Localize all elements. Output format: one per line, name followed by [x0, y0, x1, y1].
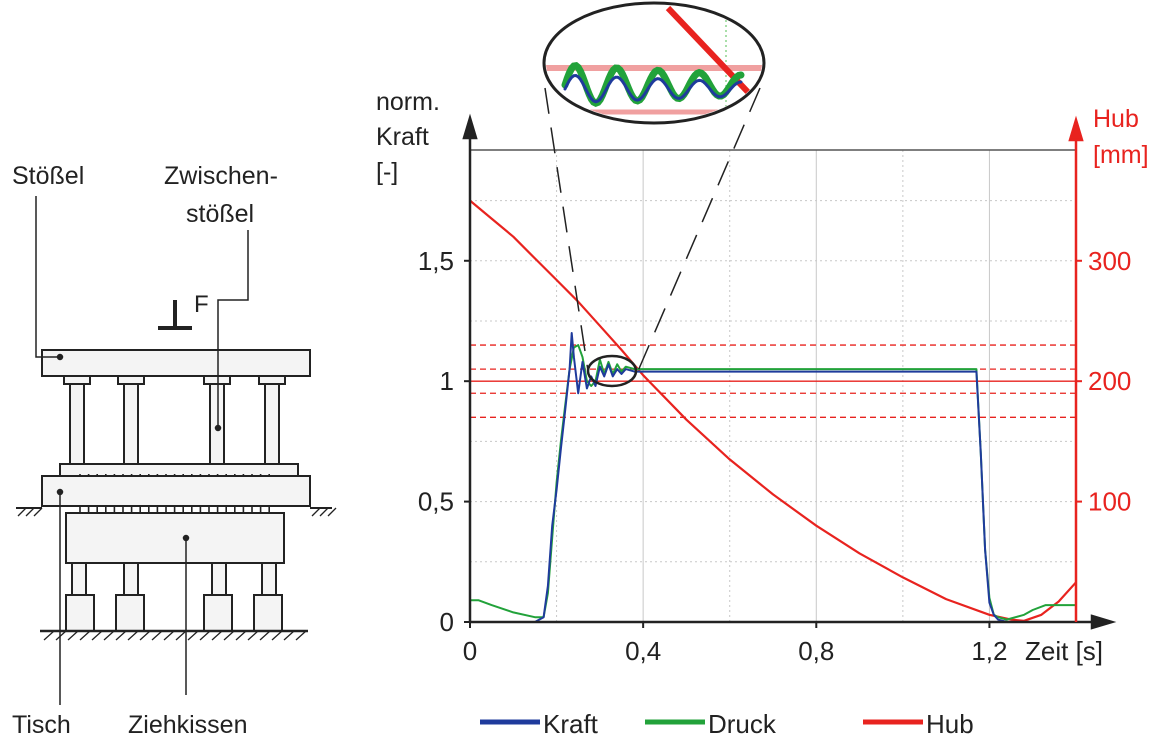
zoom-ellipse-large [542, 1, 766, 125]
x-arrow [1090, 614, 1117, 630]
x-axis-label: Zeit [s] [1025, 636, 1103, 666]
ground-hatch-stroke [115, 630, 127, 641]
axes [462, 113, 1117, 630]
die-cushion [65, 512, 285, 564]
diagram-labels: Stößel Zwischen- stößel F Tisch Ziehkiss… [12, 162, 278, 739]
force-symbol [158, 300, 192, 330]
x-tick-label: 0,4 [625, 636, 661, 666]
y-left-tick-label: 1,5 [418, 246, 454, 276]
legend-label-kraft: Kraft [543, 709, 599, 739]
label-intermediate-ram-1: Zwischen- [164, 162, 278, 190]
y-right-arrow [1068, 115, 1084, 142]
ground-hatch-stroke [33, 507, 43, 517]
y-left-arrow [462, 113, 478, 140]
y-right-tick-label: 200 [1088, 366, 1131, 396]
y-left-tick-label: 1 [440, 366, 454, 396]
ground-hatch-stroke [223, 630, 235, 641]
ground-hatch [17, 507, 337, 641]
y-right-axis-label: [mm] [1093, 141, 1149, 169]
ground-hatch-stroke [127, 630, 139, 641]
ground-hatch-stroke [235, 630, 247, 641]
reference-lines [470, 344, 1076, 418]
label-intermediate-ram-2: stößel [186, 200, 254, 228]
legend-label-druck: Druck [708, 709, 777, 739]
label-force: F [194, 291, 209, 318]
ground-hatch-stroke [187, 630, 199, 641]
lower-cylinders [65, 562, 283, 632]
y-right-tick-label: 100 [1088, 487, 1131, 517]
series-line-hub [469, 199, 1077, 622]
ground-hatch-stroke [259, 630, 271, 641]
axis-labels: norm. Kraft [-] Hub [mm] Zeit [s] [376, 88, 1149, 666]
ground-hatch-stroke [103, 630, 115, 641]
ground-hatch-stroke [151, 630, 163, 641]
upper-columns [63, 375, 286, 465]
ground-hatch-stroke [91, 630, 103, 641]
series-line-kraft [470, 332, 1076, 623]
x-tick-label: 0 [463, 636, 477, 666]
ground-hatch-stroke [17, 507, 27, 517]
ground-hatch-stroke [327, 507, 337, 517]
zoom-inset [542, 1, 766, 388]
ground-hatch-stroke [199, 630, 211, 641]
series-line-druck [470, 344, 1076, 621]
ground-hatch-stroke [175, 630, 187, 641]
ground-hatch-stroke [311, 507, 321, 517]
zoom-leader-right-outer [637, 87, 761, 372]
ground-hatch-stroke [43, 630, 55, 641]
label-cushion: Ziehkissen [128, 711, 248, 739]
ground-hatch-stroke [163, 630, 175, 641]
ram-plate [41, 349, 311, 377]
chart: 0 0,4 0,8 1,2 0 0,5 1 1,5 100 200 300 norm. Kraft [-… [376, 1, 1149, 739]
zoom-ellipse-small [586, 354, 638, 388]
y-right-axis-label: Hub [1093, 105, 1139, 133]
ground-hatch-stroke [55, 630, 67, 641]
series-layer [469, 199, 1077, 623]
intermediate-ram-plate [59, 463, 299, 477]
y-left-axis-label: Kraft [376, 123, 429, 151]
press-table [41, 475, 311, 507]
label-table: Tisch [12, 711, 71, 739]
ground-hatch-stroke [139, 630, 151, 641]
y-left-axis-label: [-] [376, 158, 398, 186]
legend: Kraft Druck Hub [480, 709, 974, 739]
x-tick-label: 0,8 [798, 636, 834, 666]
x-tick-label: 1,2 [971, 636, 1007, 666]
ground-hatch-stroke [25, 507, 35, 517]
y-left-tick-label: 0,5 [418, 487, 454, 517]
legend-label-hub: Hub [926, 709, 974, 739]
ticks: 0 0,4 0,8 1,2 0 0,5 1 1,5 100 200 300 [418, 246, 1132, 666]
ground-hatch-stroke [211, 630, 223, 641]
ground-hatch-stroke [271, 630, 283, 641]
ground-hatch-stroke [79, 630, 91, 641]
leader-lines [35, 196, 249, 705]
ground-hatch-stroke [283, 630, 295, 641]
y-left-axis-label: norm. [376, 88, 440, 116]
zoom-leader-left-outer [544, 87, 589, 372]
label-ram: Stößel [12, 162, 84, 190]
y-right-tick-label: 300 [1088, 246, 1131, 276]
ground-hatch-stroke [319, 507, 329, 517]
y-left-tick-label: 0 [440, 607, 454, 637]
ground-hatch-stroke [67, 630, 79, 641]
press-diagram [16, 196, 337, 705]
ground-hatch-stroke [295, 630, 307, 641]
ground-hatch-stroke [247, 630, 259, 641]
